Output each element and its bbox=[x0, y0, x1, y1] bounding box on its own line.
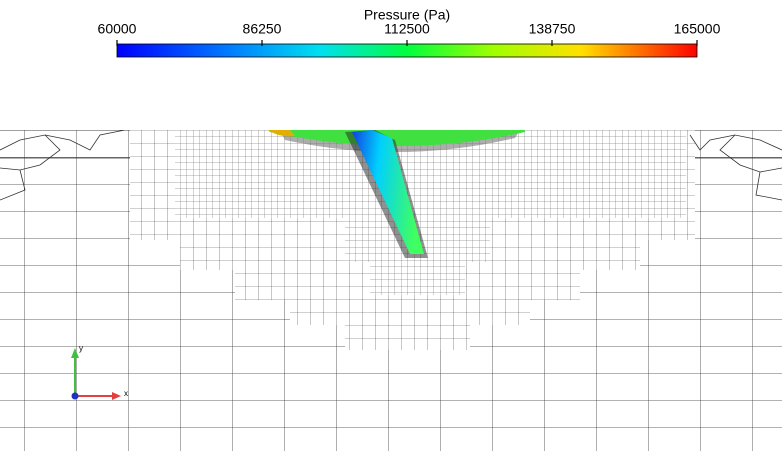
colorbar-tick-label: 165000 bbox=[674, 21, 721, 37]
axis-label-y: y bbox=[79, 344, 83, 353]
axis-label-x: x bbox=[124, 389, 128, 398]
viewport: y x Pressure (Pa) 6000086250112500138750… bbox=[0, 0, 782, 451]
colorbar-tick-label: 86250 bbox=[243, 21, 282, 37]
colorbar-tick-label: 60000 bbox=[98, 21, 137, 37]
colorbar-tick-label: 112500 bbox=[384, 21, 430, 37]
colorbar-tick-label: 138750 bbox=[529, 21, 576, 37]
